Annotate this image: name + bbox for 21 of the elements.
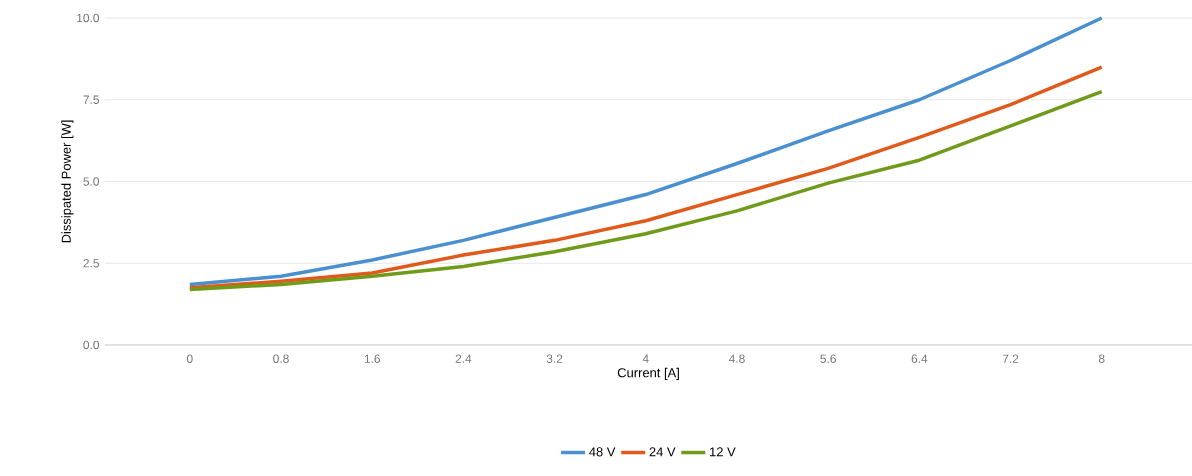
y-tick-label: 0.0 xyxy=(83,340,100,350)
x-tick-label: 0.8 xyxy=(273,354,289,363)
x-tick-label: 5.6 xyxy=(820,354,836,363)
x-tick-label: 3.2 xyxy=(546,354,563,363)
x-tick-label: 1.6 xyxy=(364,354,380,363)
x-axis-title: Current [A] xyxy=(617,367,679,380)
x-tick-label: 8 xyxy=(1098,354,1105,363)
y-tick-label: 7.5 xyxy=(83,95,99,104)
x-tick-label: 2.4 xyxy=(455,354,472,363)
x-tick-label: 4 xyxy=(642,354,649,363)
legend-label: 12 V xyxy=(710,447,736,457)
y-axis-title: Dissipated Power [W] xyxy=(61,120,74,243)
legend-label: 24 V xyxy=(649,447,676,457)
legend-label: 48 V xyxy=(589,447,616,457)
y-tick-label: 2.5 xyxy=(83,259,99,268)
x-tick-label: 0 xyxy=(186,354,193,363)
x-tick-label: 7.2 xyxy=(1002,354,1019,363)
y-tick-label: 10.0 xyxy=(77,13,100,23)
x-tick-label: 4.8 xyxy=(728,354,745,363)
x-tick-label: 6.4 xyxy=(911,354,928,363)
y-tick-label: 5.0 xyxy=(83,177,100,186)
